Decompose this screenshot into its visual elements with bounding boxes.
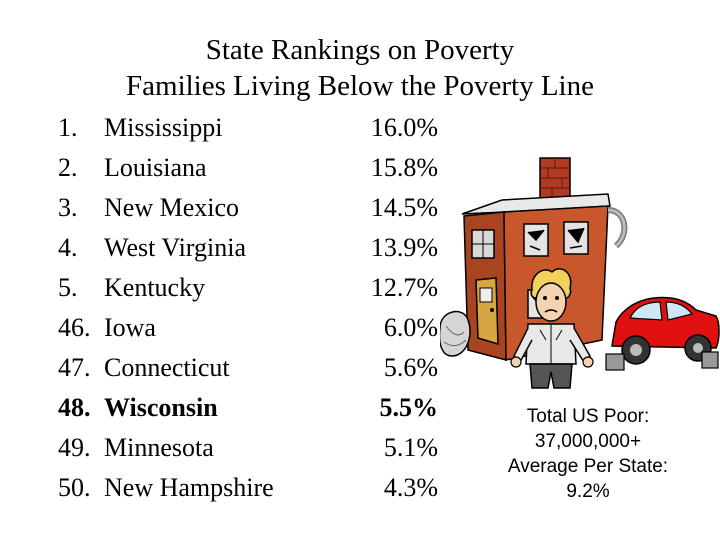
state-name: Iowa [104, 313, 156, 342]
state-name: Louisiana [104, 153, 207, 182]
summary-box: Total US Poor: 37,000,000+ Average Per S… [478, 404, 698, 504]
state-name: Wisconsin [104, 393, 218, 422]
poverty-percent: 4.3% [383, 473, 438, 502]
ranking-row: 3. New Mexico 14.5% [58, 188, 438, 228]
state-name: Minnesota [104, 433, 214, 462]
ranking-row-highlighted: 48. Wisconsin 5.5% [58, 388, 438, 428]
state-name: West Virginia [104, 233, 246, 262]
rank-number: 47. [58, 353, 91, 382]
poverty-percent: 5.5% [379, 393, 439, 422]
average-per-state-value: 9.2% [566, 481, 610, 502]
average-per-state-label: Average Per State: [507, 456, 669, 477]
ranking-row: 5. Kentucky 12.7% [58, 268, 438, 308]
broken-car-icon [605, 296, 720, 371]
total-us-poor-value: 37,000,000+ [534, 431, 642, 452]
poverty-percent: 16.0% [370, 113, 438, 142]
state-name: Connecticut [104, 353, 230, 382]
ranking-list: 1. Mississippi 16.0% 2. Louisiana 15.8% … [58, 108, 438, 508]
ranking-row: 47. Connecticut 5.6% [58, 348, 438, 388]
state-name: Kentucky [104, 273, 206, 302]
poor-man-icon [510, 268, 594, 389]
state-name: Mississippi [104, 113, 223, 142]
state-name: New Hampshire [104, 473, 274, 502]
trash-bag-icon [440, 310, 471, 357]
poverty-percent: 5.1% [383, 433, 438, 462]
rank-number: 5. [58, 273, 78, 302]
dilapidated-house-icon [461, 157, 628, 361]
ranking-row: 1. Mississippi 16.0% [58, 108, 438, 148]
slide-title: State Rankings on Poverty Families Livin… [0, 32, 720, 104]
poverty-percent: 12.7% [370, 273, 438, 302]
ranking-row: 46. Iowa 6.0% [58, 308, 438, 348]
rank-number: 3. [58, 193, 78, 222]
poverty-percent: 14.5% [370, 193, 438, 222]
ranking-row: 2. Louisiana 15.8% [58, 148, 438, 188]
ranking-row: 4. West Virginia 13.9% [58, 228, 438, 268]
title-line-2: Families Living Below the Poverty Line [126, 70, 594, 102]
rank-number: 2. [58, 153, 78, 182]
rank-number: 50. [58, 473, 91, 502]
poverty-percent: 13.9% [370, 233, 438, 262]
total-us-poor-label: Total US Poor: [526, 406, 650, 427]
title-line-1: State Rankings on Poverty [205, 34, 515, 66]
ranking-row: 50. New Hampshire 4.3% [58, 468, 438, 508]
rank-number: 1. [58, 113, 78, 142]
poverty-percent: 5.6% [383, 353, 438, 382]
poverty-percent: 15.8% [370, 153, 438, 182]
poverty-clipart [440, 157, 720, 389]
rank-number: 46. [58, 313, 91, 342]
rank-number: 49. [58, 433, 91, 462]
rank-number: 4. [58, 233, 78, 262]
rank-number: 48. [58, 393, 91, 422]
state-name: New Mexico [104, 193, 240, 222]
ranking-row: 49. Minnesota 5.1% [58, 428, 438, 468]
poverty-percent: 6.0% [383, 313, 438, 342]
